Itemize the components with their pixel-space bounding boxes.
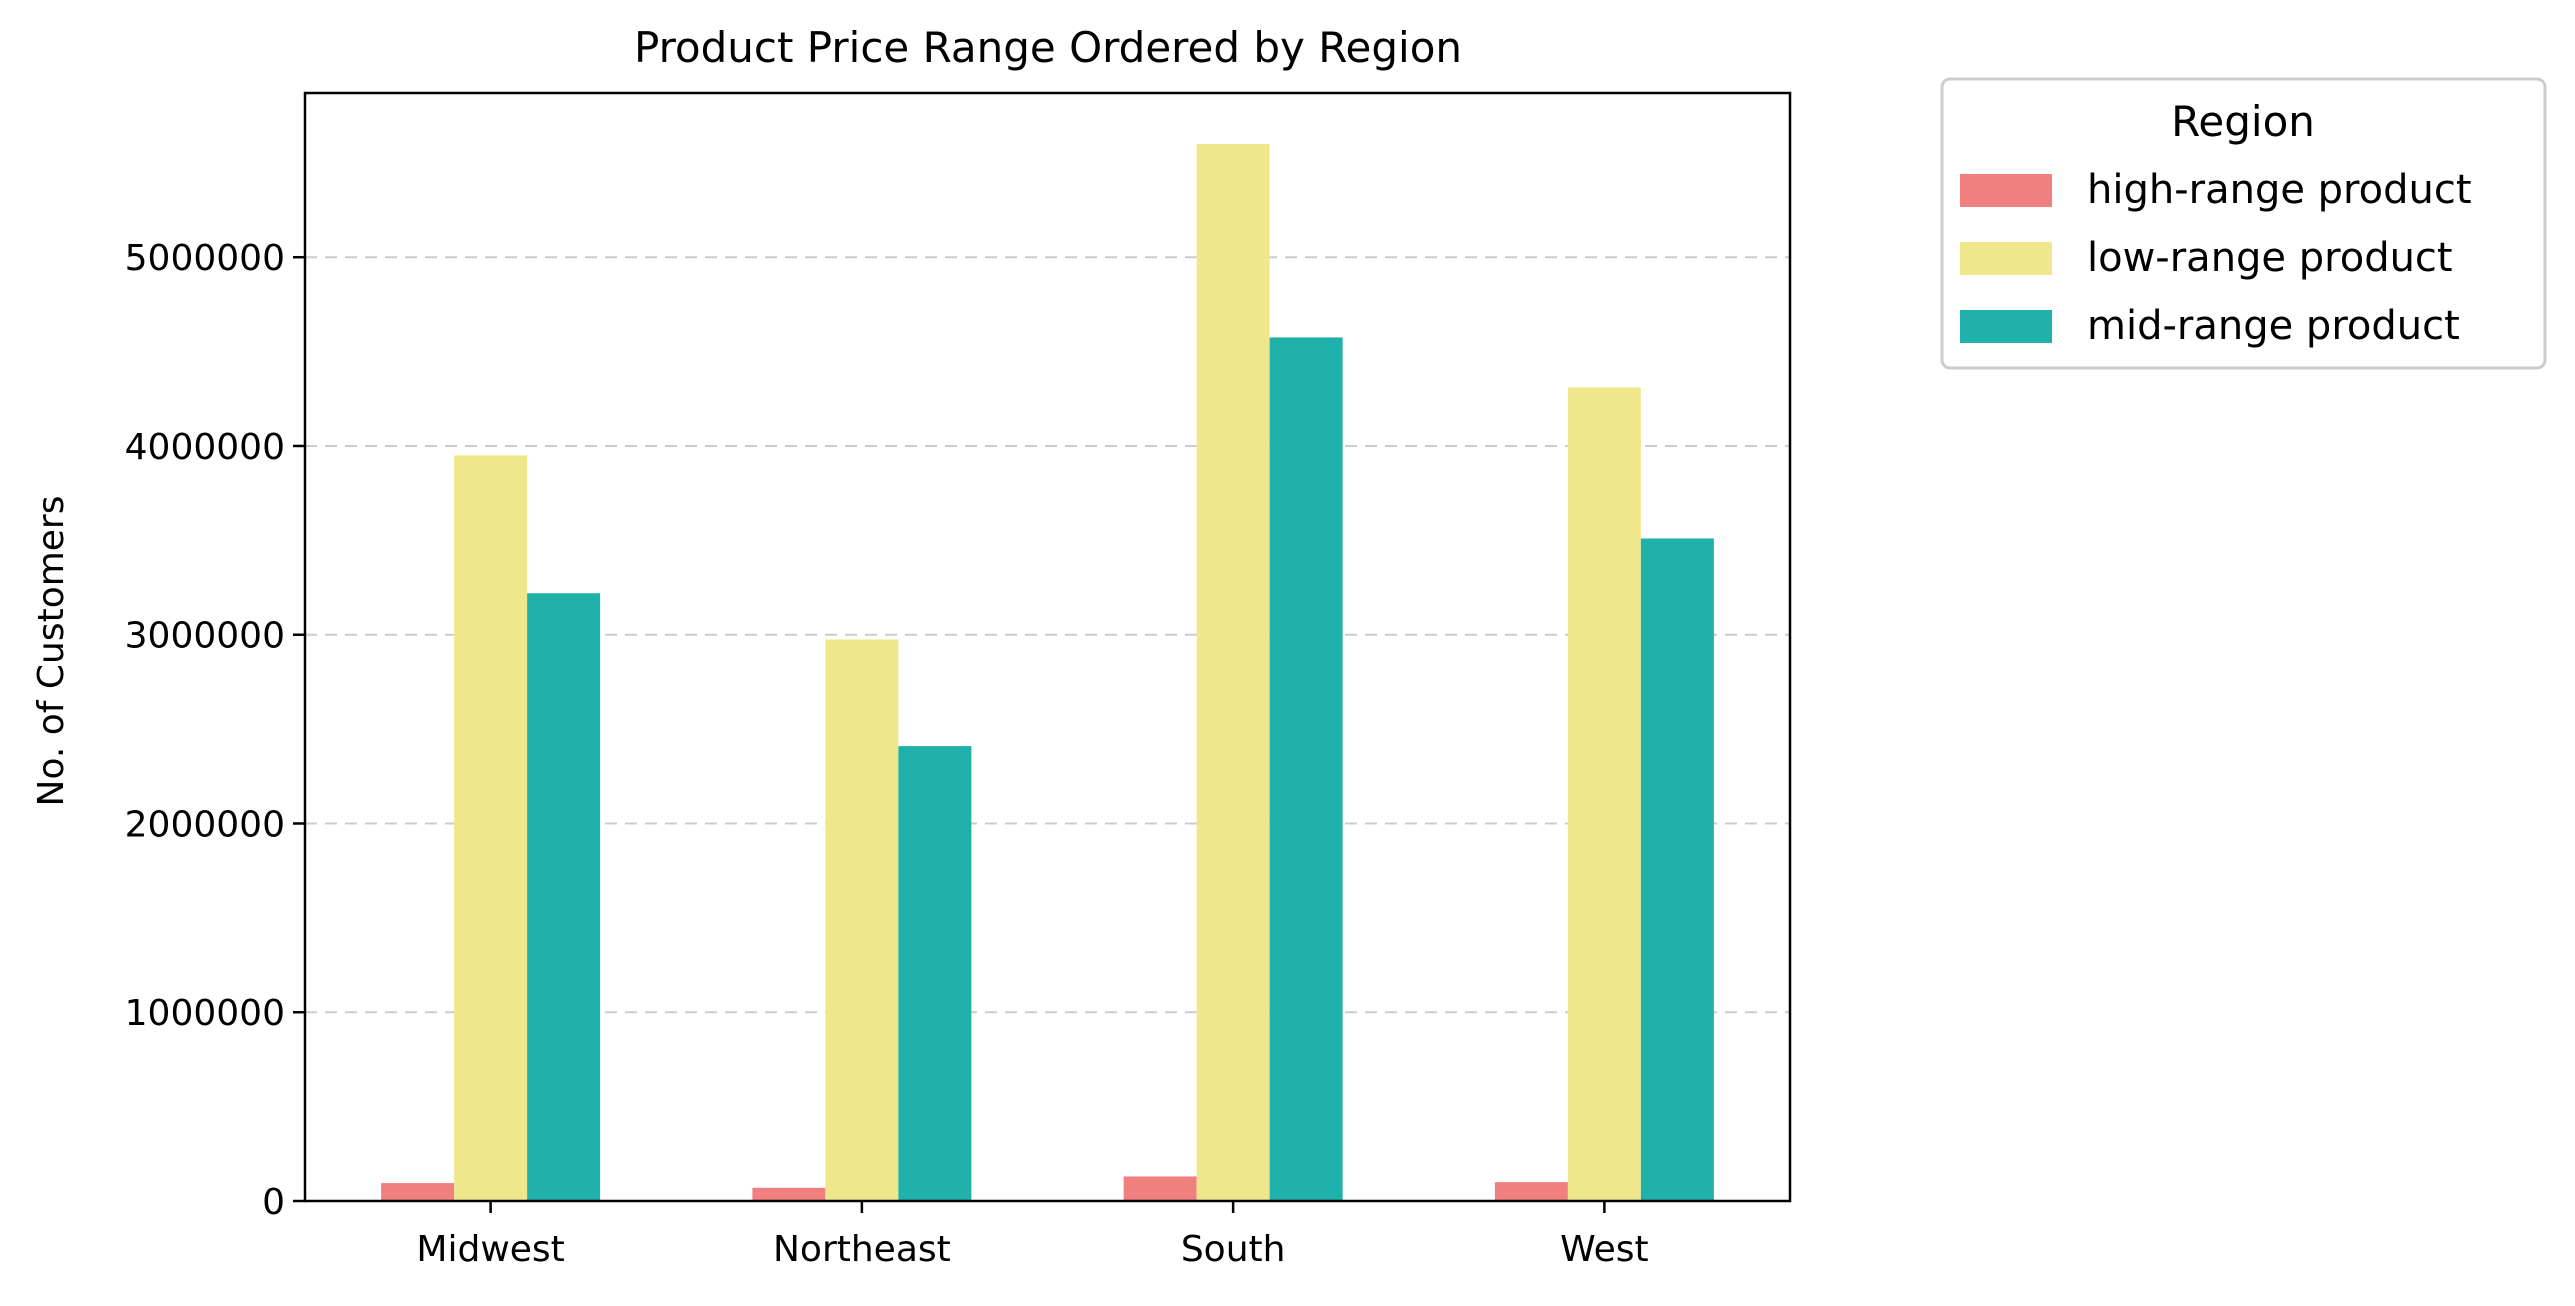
tick-labels: 0 1000000 2000000 3000000 4000000 5000000 Midw… [125, 238, 1649, 1270]
legend-swatch-low-range-product [1960, 242, 2052, 275]
legend-frame [1940, 77, 2547, 370]
y-tick-label: 1000000 [125, 993, 285, 1034]
axes [293, 91, 1792, 1213]
bar-mid-range-product-midwest [527, 593, 601, 1201]
legend-label-high-range-product: high-range product [2087, 167, 2472, 213]
legend-swatch-high-range-product [1960, 174, 2052, 207]
bar-low-range-product-midwest [454, 455, 528, 1202]
x-tick-label-west: West [1560, 1229, 1649, 1270]
y-tick-label: 0 [262, 1182, 285, 1223]
y-tick-label: 3000000 [125, 616, 285, 657]
bar-high-range-product-south [1123, 1176, 1197, 1201]
y-tick-label: 4000000 [125, 427, 285, 468]
bar-high-range-product-midwest [381, 1183, 455, 1201]
y-tick-label: 5000000 [125, 238, 285, 279]
bar-low-range-product-west [1567, 387, 1641, 1201]
bar-high-range-product-west [1494, 1182, 1568, 1201]
legend-label-mid-range-product: mid-range product [2087, 303, 2460, 349]
plot-frame [303, 91, 1792, 1203]
legend: Region high-range product low-range produ… [1940, 77, 2547, 370]
bar-mid-range-product-south [1269, 337, 1343, 1201]
bar-high-range-product-northeast [752, 1187, 826, 1201]
bar-low-range-product-northeast [825, 639, 899, 1201]
y-axis-label: No. of Customers [31, 496, 72, 807]
x-tick-label-northeast: Northeast [773, 1229, 951, 1270]
legend-swatch-mid-range-product [1960, 310, 2052, 343]
legend-items: high-range product low-range product mid-r… [1960, 167, 2472, 349]
legend-title: Region [2171, 97, 2315, 146]
y-tick-label: 2000000 [125, 804, 285, 845]
legend-label-low-range-product: low-range product [2087, 235, 2453, 281]
bar-low-range-product-south [1196, 143, 1270, 1201]
bar-mid-range-product-west [1640, 538, 1714, 1201]
bars [381, 143, 1714, 1202]
x-tick-label-midwest: Midwest [416, 1229, 564, 1270]
x-tick-label-south: South [1181, 1229, 1286, 1270]
bar-mid-range-product-northeast [898, 746, 972, 1201]
chart-title: Product Price Range Ordered by Region [634, 23, 1462, 72]
